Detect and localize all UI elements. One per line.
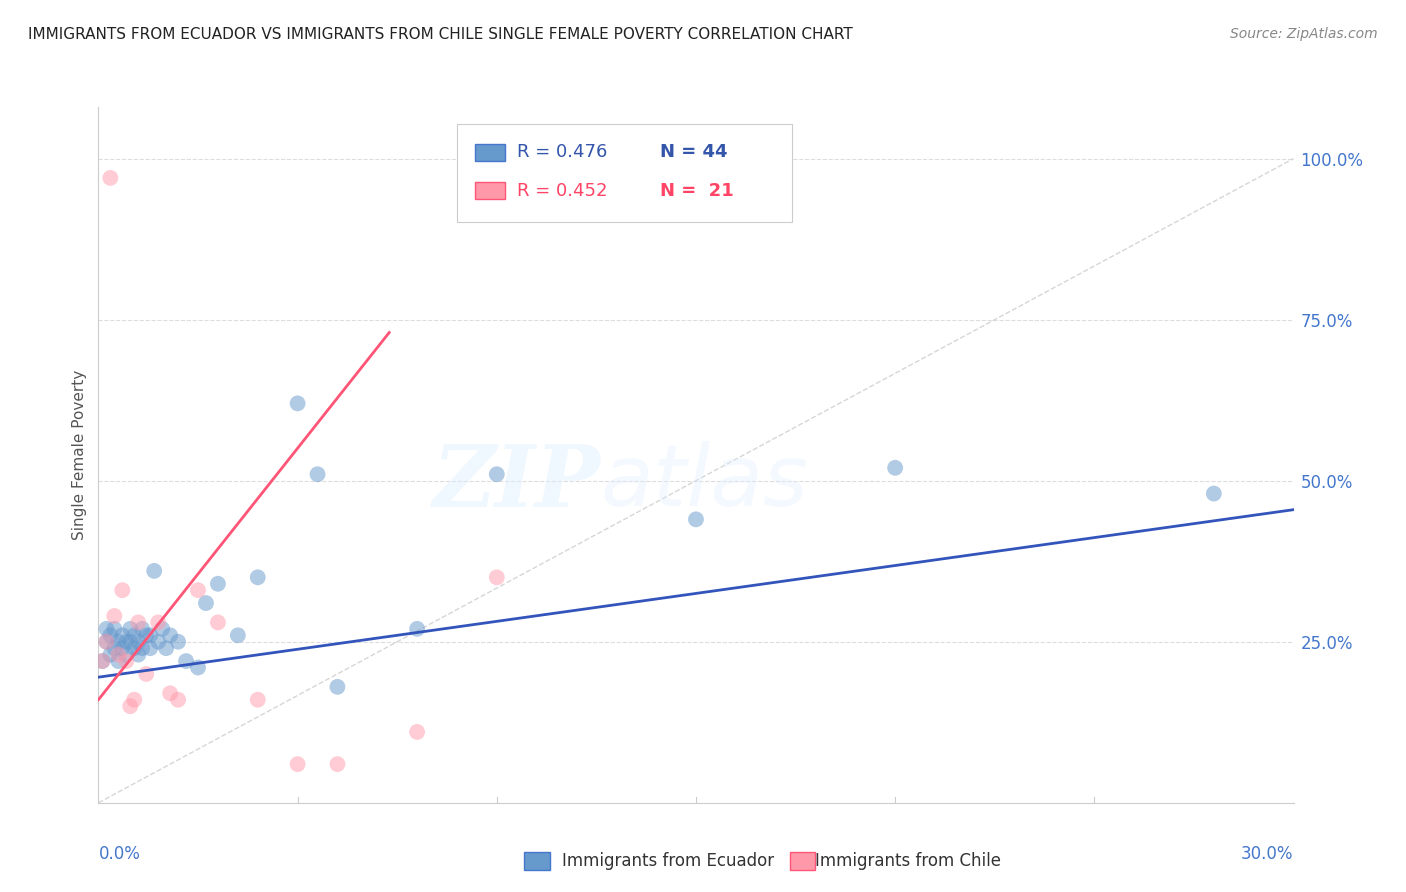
Point bbox=[1202, 486, 1225, 500]
FancyBboxPatch shape bbox=[475, 182, 505, 199]
Point bbox=[120, 699, 142, 714]
Point bbox=[111, 641, 134, 656]
Point bbox=[103, 641, 125, 656]
Point bbox=[124, 641, 146, 656]
Point bbox=[135, 667, 157, 681]
Text: Immigrants from Ecuador: Immigrants from Ecuador bbox=[562, 852, 775, 870]
Point bbox=[307, 467, 329, 482]
Point bbox=[124, 628, 146, 642]
Text: atlas: atlas bbox=[600, 442, 808, 524]
Point bbox=[96, 622, 118, 636]
Point bbox=[139, 641, 162, 656]
Point bbox=[139, 628, 162, 642]
Point bbox=[127, 648, 149, 662]
Point bbox=[127, 634, 149, 648]
Point bbox=[246, 570, 269, 584]
Text: N =  21: N = 21 bbox=[661, 182, 734, 200]
Text: 30.0%: 30.0% bbox=[1241, 845, 1294, 863]
Point bbox=[91, 654, 114, 668]
Point bbox=[685, 512, 707, 526]
Point bbox=[96, 634, 118, 648]
Text: Source: ZipAtlas.com: Source: ZipAtlas.com bbox=[1230, 27, 1378, 41]
Point bbox=[120, 634, 142, 648]
Point bbox=[131, 622, 153, 636]
Point bbox=[115, 648, 138, 662]
Point bbox=[207, 615, 229, 630]
Point bbox=[100, 648, 122, 662]
Point bbox=[187, 660, 209, 674]
Point bbox=[174, 654, 197, 668]
Point bbox=[143, 564, 166, 578]
Point bbox=[406, 725, 429, 739]
Point bbox=[148, 634, 170, 648]
Text: IMMIGRANTS FROM ECUADOR VS IMMIGRANTS FROM CHILE SINGLE FEMALE POVERTY CORRELATI: IMMIGRANTS FROM ECUADOR VS IMMIGRANTS FR… bbox=[28, 27, 853, 42]
Text: R = 0.476: R = 0.476 bbox=[517, 144, 607, 161]
Point bbox=[124, 692, 146, 706]
Point bbox=[115, 654, 138, 668]
Point bbox=[115, 634, 138, 648]
Point bbox=[155, 641, 177, 656]
Point bbox=[96, 634, 118, 648]
Point bbox=[91, 654, 114, 668]
Point bbox=[167, 634, 190, 648]
Point bbox=[195, 596, 218, 610]
Point bbox=[187, 583, 209, 598]
Point bbox=[246, 692, 269, 706]
Point bbox=[131, 641, 153, 656]
Point bbox=[485, 570, 508, 584]
Point bbox=[326, 680, 349, 694]
Point bbox=[159, 686, 181, 700]
Text: R = 0.452: R = 0.452 bbox=[517, 182, 607, 200]
Y-axis label: Single Female Poverty: Single Female Poverty bbox=[72, 370, 87, 540]
Point bbox=[107, 648, 129, 662]
FancyBboxPatch shape bbox=[475, 144, 505, 161]
Point bbox=[103, 622, 125, 636]
Text: N = 44: N = 44 bbox=[661, 144, 728, 161]
Point bbox=[103, 609, 125, 624]
Point bbox=[226, 628, 249, 642]
Point bbox=[287, 396, 309, 410]
Point bbox=[107, 634, 129, 648]
Point bbox=[111, 628, 134, 642]
Point bbox=[884, 460, 907, 475]
Point bbox=[159, 628, 181, 642]
Point bbox=[207, 576, 229, 591]
Point bbox=[111, 583, 134, 598]
Point bbox=[148, 615, 170, 630]
Point bbox=[100, 170, 122, 185]
Point bbox=[326, 757, 349, 772]
Point bbox=[127, 615, 149, 630]
Point bbox=[167, 692, 190, 706]
Point bbox=[485, 467, 508, 482]
Text: ZIP: ZIP bbox=[433, 441, 600, 524]
Point bbox=[100, 628, 122, 642]
FancyBboxPatch shape bbox=[457, 124, 792, 222]
Point bbox=[150, 622, 173, 636]
Point bbox=[120, 622, 142, 636]
Text: 0.0%: 0.0% bbox=[98, 845, 141, 863]
Text: Immigrants from Chile: Immigrants from Chile bbox=[815, 852, 1001, 870]
Point bbox=[406, 622, 429, 636]
Point bbox=[287, 757, 309, 772]
Point bbox=[135, 628, 157, 642]
Point bbox=[107, 654, 129, 668]
